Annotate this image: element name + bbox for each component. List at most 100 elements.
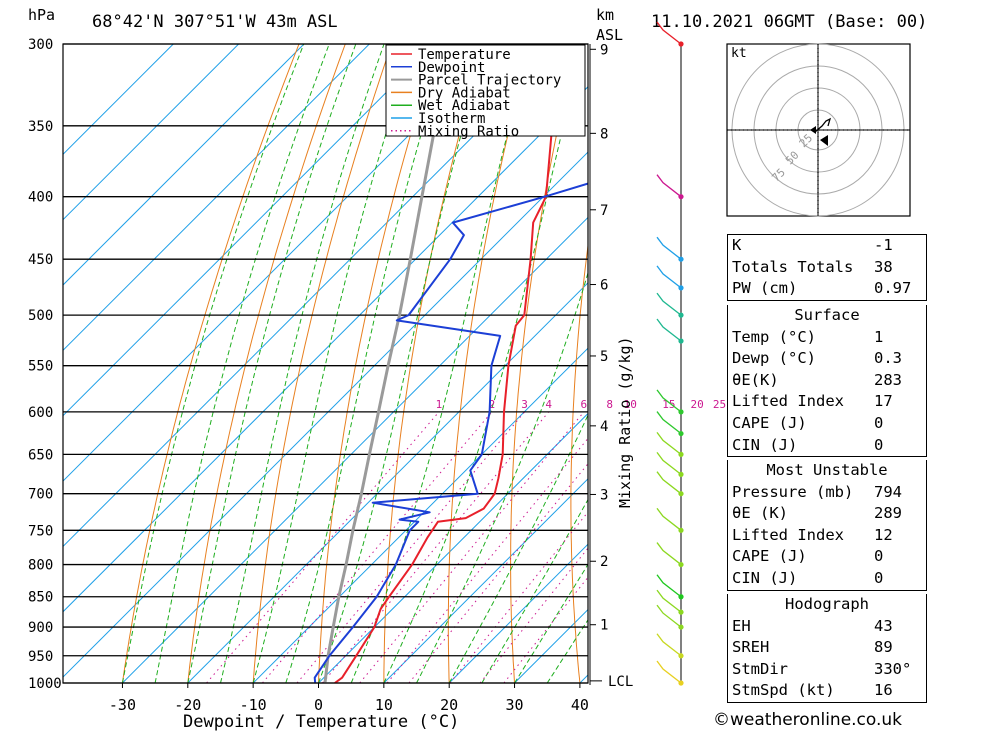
isotherm-line [63, 44, 240, 221]
surface-label: θE(K) [732, 370, 779, 389]
most-unstable-value: 0 [874, 547, 884, 566]
pressure-tick-label: 450 [28, 252, 53, 268]
mixing-ratio-label: 2 [489, 398, 496, 411]
km-tick-label: 6 [600, 278, 608, 294]
km-tick-label: 5 [600, 349, 608, 365]
dewpoint-line [313, 182, 588, 683]
surface-label: CIN (J) [732, 435, 798, 454]
legend-entry: Wet Adiabat [418, 98, 511, 114]
pressure-tick-label: 800 [28, 558, 53, 574]
pressure-tick-label: 650 [28, 447, 53, 463]
km-tick-label: 9 [600, 42, 608, 58]
dry-adiabat-line [187, 44, 346, 683]
pressure-tick-label: 550 [28, 359, 53, 375]
most-unstable-value: 794 [874, 482, 902, 501]
x-tick-label: -30 [109, 696, 136, 714]
isotherm-line [63, 86, 588, 613]
watermark: ©weatheronline.co.uk [713, 710, 903, 730]
surface-wind-marker [810, 126, 816, 134]
hodograph-row: EH 43 [728, 616, 926, 638]
mixing-ratio-label: 3 [521, 398, 528, 411]
hodograph-table: Hodograph EH 43 SREH 89 StmDir 330° StmSpd … [727, 594, 927, 703]
isotherm-line [252, 347, 588, 683]
most-unstable-row: CAPE (J) 0 [728, 546, 926, 568]
hpa-unit-label: hPa [28, 6, 55, 24]
hodograph-value: 16 [874, 681, 893, 700]
hodograph-row: StmSpd (kt) 16 [728, 680, 926, 702]
wet-adiabat-line [121, 44, 305, 683]
hodograph-label: StmSpd (kt) [732, 681, 835, 700]
legend-entry: Temperature [418, 47, 511, 63]
hodograph-label: SREH [732, 638, 770, 657]
index-value: 38 [874, 257, 893, 276]
wet-adiabat-line [285, 44, 449, 683]
mixing-ratio-label: 10 [624, 398, 637, 411]
surface-title: Surface [794, 306, 860, 324]
pressure-tick-label: 700 [28, 487, 53, 503]
wind-barb [656, 236, 682, 260]
pressure-tick-label: 350 [28, 119, 53, 135]
dry-adiabat-line [570, 241, 588, 683]
dry-adiabat-line [252, 44, 393, 683]
most-unstable-label: θE (K) [732, 504, 788, 523]
km-tick-label: 2 [600, 554, 608, 570]
mixing-ratio-label: 6 [581, 398, 588, 411]
most-unstable-row: Lifted Index 12 [728, 525, 926, 547]
wind-barb [656, 542, 682, 566]
wind-barb [656, 389, 682, 413]
legend-box [385, 44, 586, 137]
isotherm-line [63, 44, 305, 286]
most-unstable-row: Pressure (mb) 794 [728, 482, 926, 504]
dry-adiabat-line [121, 44, 300, 683]
dry-adiabat-line [686, 26, 719, 683]
most-unstable-label: Pressure (mb) [732, 482, 854, 501]
hodograph-value: 43 [874, 616, 893, 635]
mixing-ratio-axis-label: Mixing Ratio (g/kg) [616, 336, 634, 508]
isotherm-line [63, 44, 566, 548]
hodograph-label: StmDir [732, 659, 788, 678]
wet-adiabat-line [481, 498, 588, 683]
wind-barb [656, 174, 682, 198]
x-tick-label: 30 [506, 696, 524, 714]
lcl-label: LCL [608, 674, 633, 690]
dry-adiabat-line [946, 26, 1000, 683]
dry-adiabat-line [447, 44, 532, 683]
wet-adiabat-line [252, 44, 415, 683]
pressure-tick-label: 300 [28, 37, 53, 53]
surface-row: CIN (J) 0 [728, 435, 926, 457]
mixing-ratio-line [296, 411, 526, 683]
wind-barb [656, 411, 682, 435]
isotherm-line [122, 216, 588, 683]
km-tick-label: 4 [600, 419, 608, 435]
mixing-ratio-line [386, 437, 588, 683]
parcel-trajectory-line [323, 44, 451, 683]
dry-adiabat-line [318, 44, 439, 683]
isotherm-line [63, 44, 436, 417]
wind-barb [656, 452, 682, 475]
wind-barb [656, 431, 682, 455]
wet-adiabat-line [383, 44, 584, 683]
surface-row: Temp (°C) 1 [728, 327, 926, 349]
surface-value: 1 [874, 327, 884, 346]
surface-row: θE(K) 283 [728, 370, 926, 392]
km-tick-label: 8 [600, 126, 608, 142]
mixing-ratio-line [359, 411, 585, 683]
wind-barb [656, 265, 682, 289]
datetime-title: 11.10.2021 06GMT (Base: 00) [651, 12, 927, 32]
surface-value: 0 [874, 413, 884, 432]
legend-entry: Mixing Ratio [418, 124, 519, 140]
index-row: K -1 [728, 235, 926, 257]
index-row: PW (cm) 0.97 [728, 278, 926, 300]
x-tick-label: 0 [314, 696, 323, 714]
mixing-ratio-label: 15 [662, 398, 675, 411]
wind-barb [656, 292, 682, 316]
wet-adiabat-line [416, 271, 588, 683]
km-tick-label: 3 [600, 487, 608, 503]
isotherm-line [187, 282, 588, 683]
km-tick-label: 7 [600, 203, 608, 219]
surface-label: CAPE (J) [732, 413, 807, 432]
pressure-tick-label: 600 [28, 405, 53, 421]
mixing-ratio-label: 25 [713, 398, 726, 411]
